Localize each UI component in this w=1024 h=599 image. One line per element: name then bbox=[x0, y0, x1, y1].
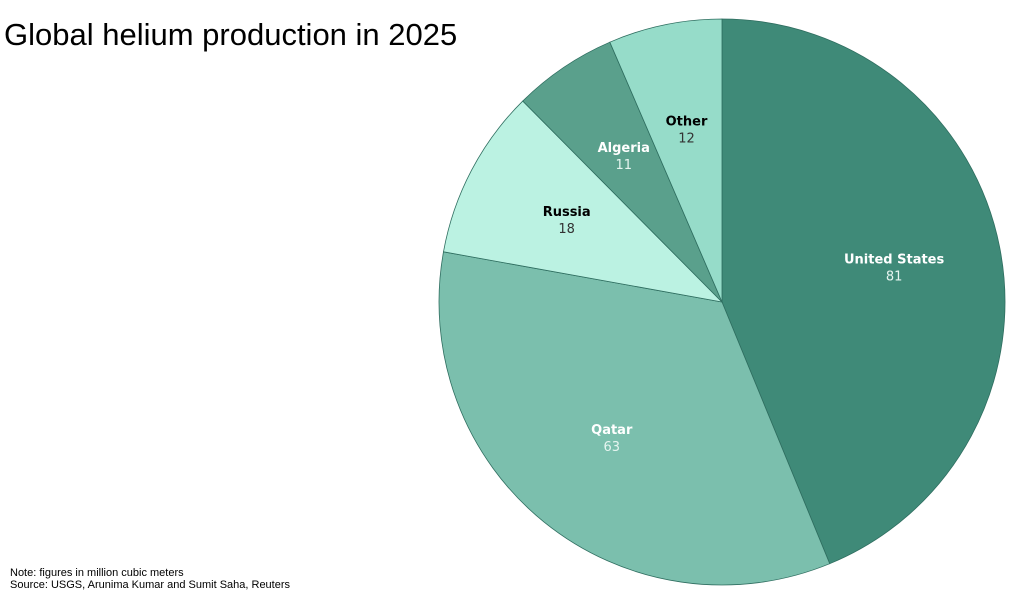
slice-label: Qatar bbox=[591, 423, 633, 438]
chart-title: Global helium production in 2025 bbox=[4, 17, 457, 52]
slice-value: 12 bbox=[678, 132, 695, 147]
pie-slice bbox=[438, 251, 831, 586]
note: Note: figures in million cubic meters bbox=[10, 567, 184, 579]
pie-slice bbox=[721, 18, 1006, 565]
slice-label: Algeria bbox=[598, 141, 650, 156]
pie-slice bbox=[609, 18, 723, 303]
slice-value: 18 bbox=[558, 222, 575, 237]
slice-label: Russia bbox=[543, 205, 591, 220]
source: Source: USGS, Arunima Kumar and Sumit Sa… bbox=[10, 579, 291, 591]
slice-label: Other bbox=[666, 115, 708, 130]
slice-value: 11 bbox=[615, 158, 632, 173]
pie-slice bbox=[443, 100, 724, 303]
slice-label: United States bbox=[844, 252, 945, 267]
slice-value: 63 bbox=[603, 440, 620, 455]
slice-value: 81 bbox=[886, 269, 903, 284]
